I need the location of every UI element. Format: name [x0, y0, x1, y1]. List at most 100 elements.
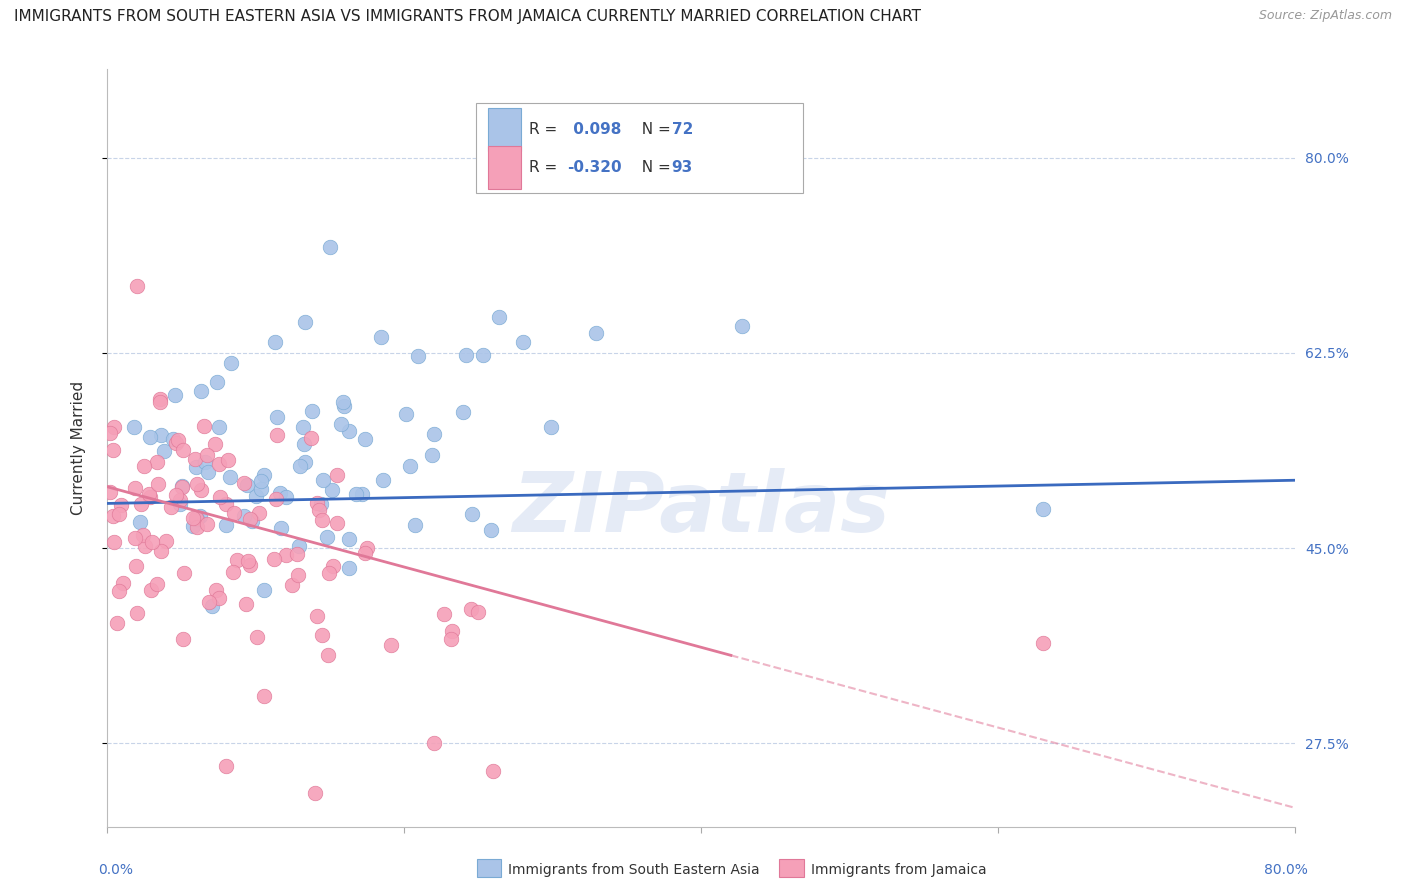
Point	[460, 602, 482, 616]
Point	[134, 458, 156, 473]
Point	[316, 648, 339, 662]
Point	[146, 577, 169, 591]
Point	[108, 508, 131, 522]
Point	[169, 492, 191, 507]
Point	[208, 419, 231, 434]
Point	[423, 736, 446, 750]
Point	[98, 485, 121, 500]
Point	[186, 477, 208, 491]
Point	[193, 418, 215, 433]
Point	[167, 433, 190, 447]
Point	[132, 528, 155, 542]
Point	[371, 473, 394, 487]
Point	[337, 560, 360, 574]
Point	[172, 632, 194, 647]
Point	[103, 509, 125, 524]
Point	[269, 485, 291, 500]
Text: Source: ZipAtlas.com: Source: ZipAtlas.com	[1258, 9, 1392, 22]
Point	[270, 521, 292, 535]
Point	[101, 443, 124, 458]
Point	[103, 419, 125, 434]
Y-axis label: Currently Married: Currently Married	[72, 381, 86, 515]
Point	[146, 455, 169, 469]
Text: 93: 93	[672, 160, 693, 175]
Point	[169, 498, 191, 512]
Text: -0.320: -0.320	[568, 160, 623, 175]
Point	[540, 419, 562, 434]
Point	[232, 475, 254, 490]
Text: Immigrants from South Eastern Asia: Immigrants from South Eastern Asia	[508, 863, 759, 877]
Point	[125, 559, 148, 574]
Point	[141, 583, 163, 598]
Point	[406, 349, 429, 363]
Point	[398, 459, 420, 474]
Point	[330, 417, 353, 431]
Point	[124, 531, 146, 545]
Point	[488, 310, 510, 324]
Point	[170, 480, 193, 494]
Point	[333, 399, 356, 413]
Point	[98, 425, 121, 440]
Point	[103, 534, 125, 549]
Point	[337, 533, 360, 547]
Point	[160, 500, 183, 515]
Point	[236, 478, 259, 492]
Point	[105, 615, 128, 630]
Point	[172, 443, 194, 458]
Point	[451, 405, 474, 419]
Point	[354, 432, 377, 446]
Point	[288, 539, 311, 553]
Point	[337, 424, 360, 438]
Point	[294, 455, 316, 469]
Point	[236, 554, 259, 568]
Point	[350, 487, 373, 501]
Point	[585, 326, 607, 340]
Point	[250, 474, 273, 488]
Point	[201, 599, 224, 614]
Point	[194, 455, 217, 469]
Point	[471, 348, 494, 362]
Point	[370, 330, 392, 344]
Point	[308, 503, 330, 517]
Point	[441, 624, 464, 638]
Point	[162, 432, 184, 446]
Point	[197, 595, 219, 609]
Point	[207, 591, 229, 606]
Point	[190, 483, 212, 497]
Point	[281, 577, 304, 591]
Point	[482, 764, 505, 778]
Point	[219, 356, 242, 370]
Point	[149, 544, 172, 558]
Point	[253, 583, 276, 598]
Point	[232, 508, 254, 523]
Point	[1032, 636, 1054, 650]
Point	[253, 689, 276, 703]
Point	[423, 427, 446, 442]
Point	[247, 506, 270, 520]
Point	[326, 467, 349, 482]
Point	[181, 519, 204, 533]
Point	[467, 606, 489, 620]
Point	[353, 546, 375, 560]
Point	[404, 518, 426, 533]
Point	[172, 479, 194, 493]
Point	[420, 448, 443, 462]
Point	[380, 639, 402, 653]
Point	[479, 523, 502, 537]
Point	[165, 488, 187, 502]
Point	[307, 608, 329, 623]
Point	[239, 512, 262, 526]
Point	[186, 520, 208, 534]
Point	[307, 496, 329, 510]
Point	[731, 319, 754, 334]
Point	[321, 483, 343, 497]
Point	[292, 420, 315, 434]
Point	[183, 511, 205, 525]
Point	[311, 513, 333, 527]
Point	[440, 632, 463, 647]
Text: 0.0%: 0.0%	[98, 863, 134, 877]
Point	[184, 510, 207, 524]
Point	[288, 459, 311, 474]
Point	[110, 498, 132, 512]
Point	[173, 566, 195, 580]
